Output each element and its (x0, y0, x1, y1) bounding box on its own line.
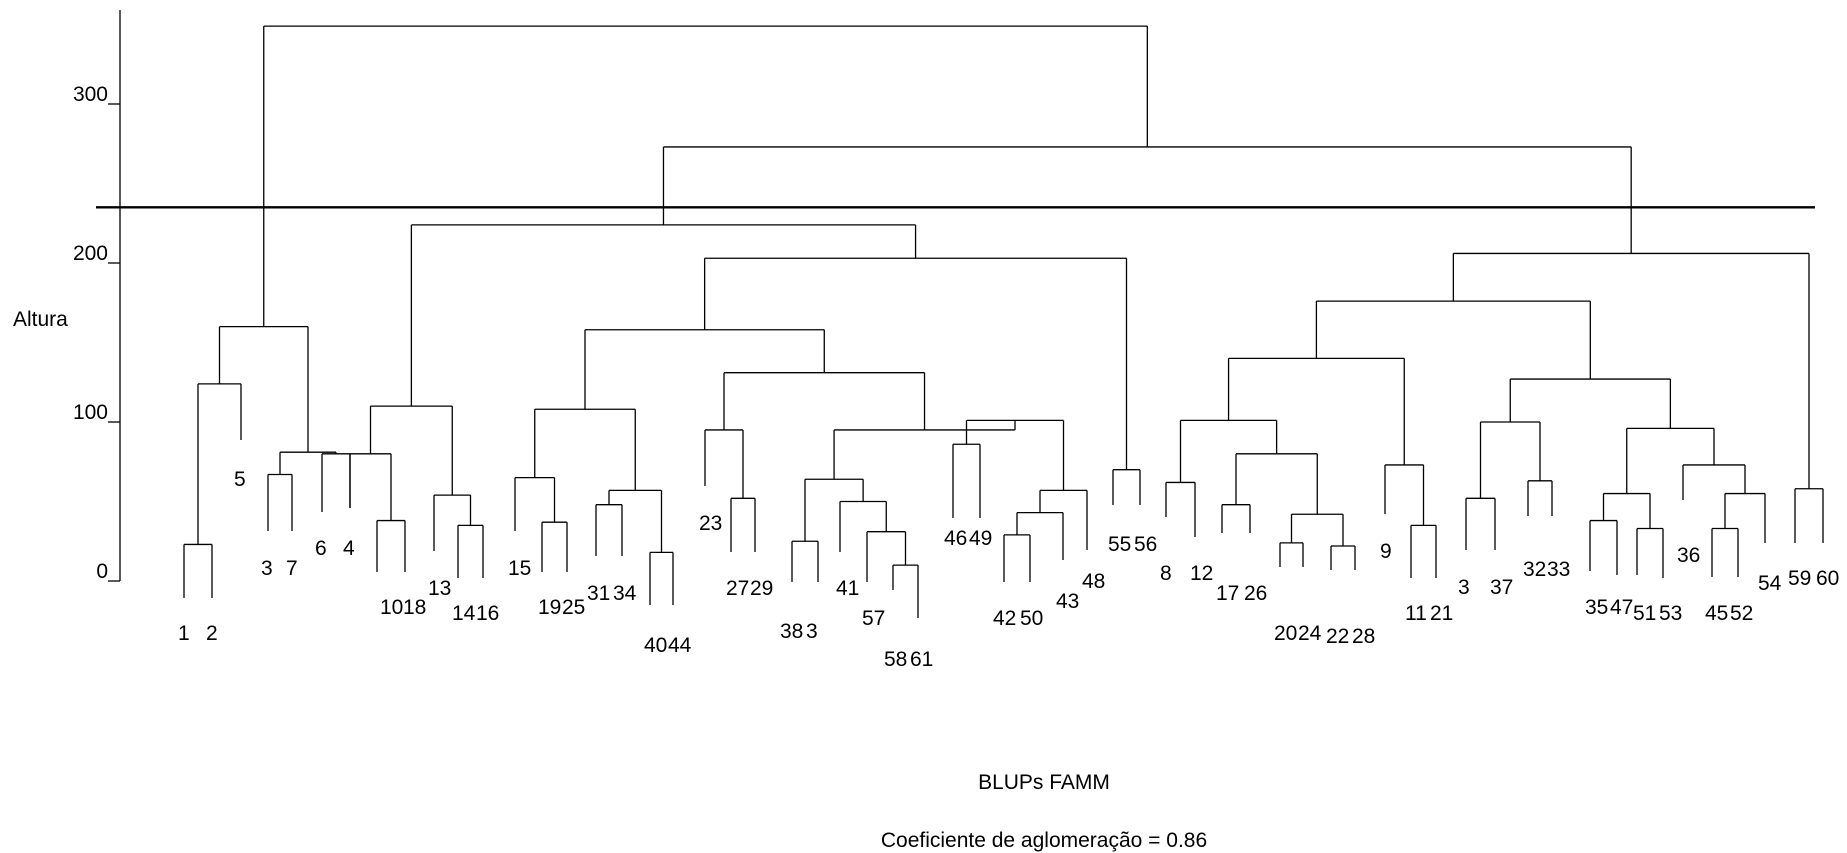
leaf-label: 6 (315, 537, 327, 560)
leaf-label: 22 (1326, 625, 1349, 648)
leaf-label: 49 (969, 527, 992, 550)
leaf-label: 44 (668, 634, 692, 657)
leaf-label: 51 (1633, 602, 1656, 625)
leaf-label: 14 (452, 602, 476, 625)
leaf-label: 35 (1585, 596, 1608, 619)
leaf-label: 23 (699, 512, 722, 535)
y-axis: 0 100 200 300 (73, 10, 121, 583)
leaf-label: 43 (1056, 590, 1079, 613)
leaf-label: 56 (1134, 533, 1157, 556)
leaf-label: 60 (1816, 567, 1839, 590)
leaf-label: 45 (1705, 602, 1728, 625)
leaf-label: 2 (206, 622, 218, 645)
x-axis-label: BLUPs FAMM (978, 771, 1110, 794)
leaf-label: 24 (1298, 622, 1322, 645)
leaf-label: 12 (1190, 562, 1213, 585)
leaf-label: 29 (750, 577, 773, 600)
leaf-label: 13 (428, 577, 451, 600)
leaf-label: 28 (1352, 625, 1375, 648)
leaf-label: 9 (1380, 540, 1392, 563)
leaf-label: 25 (562, 596, 585, 619)
leaf-label: 36 (1677, 544, 1700, 567)
leaf-label: 33 (1547, 558, 1570, 581)
leaf-label: 50 (1020, 607, 1043, 630)
y-tick-label: 300 (73, 83, 108, 106)
leaf-label: 5 (234, 468, 246, 491)
leaf-label: 37 (1490, 576, 1513, 599)
leaf-label: 18 (403, 596, 426, 619)
leaf-label: 16 (476, 602, 499, 625)
leaf-label: 38 (780, 620, 803, 643)
leaf-label: 52 (1730, 602, 1753, 625)
y-tick-label: 100 (73, 401, 108, 424)
leaf-label: 19 (538, 596, 561, 619)
leaf-label: 27 (726, 577, 749, 600)
leaf-label: 54 (1758, 572, 1782, 595)
leaf-label: 7 (286, 557, 298, 580)
leaf-label: 3 (806, 620, 818, 643)
y-tick-label: 0 (96, 560, 108, 583)
leaf-label: 47 (1610, 596, 1633, 619)
leaf-label: 61 (910, 648, 933, 671)
leaf-label: 8 (1160, 562, 1172, 585)
leaf-label: 17 (1216, 582, 1239, 605)
leaf-label: 1 (178, 622, 190, 645)
leaf-label: 21 (1430, 602, 1453, 625)
leaf-label: 11 (1405, 602, 1427, 625)
y-tick-label: 200 (73, 242, 108, 265)
leaf-label: 3 (1458, 576, 1470, 599)
leaf-label: 55 (1108, 533, 1131, 556)
y-axis-label: Altura (13, 308, 68, 331)
leaf-label: 26 (1244, 582, 1267, 605)
leaf-label: 41 (836, 577, 859, 600)
leaf-label: 15 (508, 557, 531, 580)
leaf-label: 58 (884, 648, 907, 671)
leaf-label: 57 (862, 607, 885, 630)
leaf-label: 20 (1274, 622, 1297, 645)
leaf-label: 10 (380, 596, 403, 619)
leaf-label: 46 (944, 527, 967, 550)
agglomeration-coefficient: Coeficiente de aglomeração = 0.86 (881, 829, 1207, 852)
dendrogram-branches (183, 25, 1824, 618)
leaf-label: 53 (1659, 602, 1682, 625)
leaf-label: 34 (613, 582, 637, 605)
leaf-label: 32 (1523, 558, 1546, 581)
leaf-label: 4 (343, 537, 355, 560)
leaf-label: 40 (644, 634, 667, 657)
leaf-label: 59 (1788, 567, 1811, 590)
leaf-label: 48 (1082, 570, 1105, 593)
leaf-label: 42 (993, 607, 1016, 630)
leaf-label: 3 (261, 557, 273, 580)
leaf-label: 31 (587, 582, 610, 605)
